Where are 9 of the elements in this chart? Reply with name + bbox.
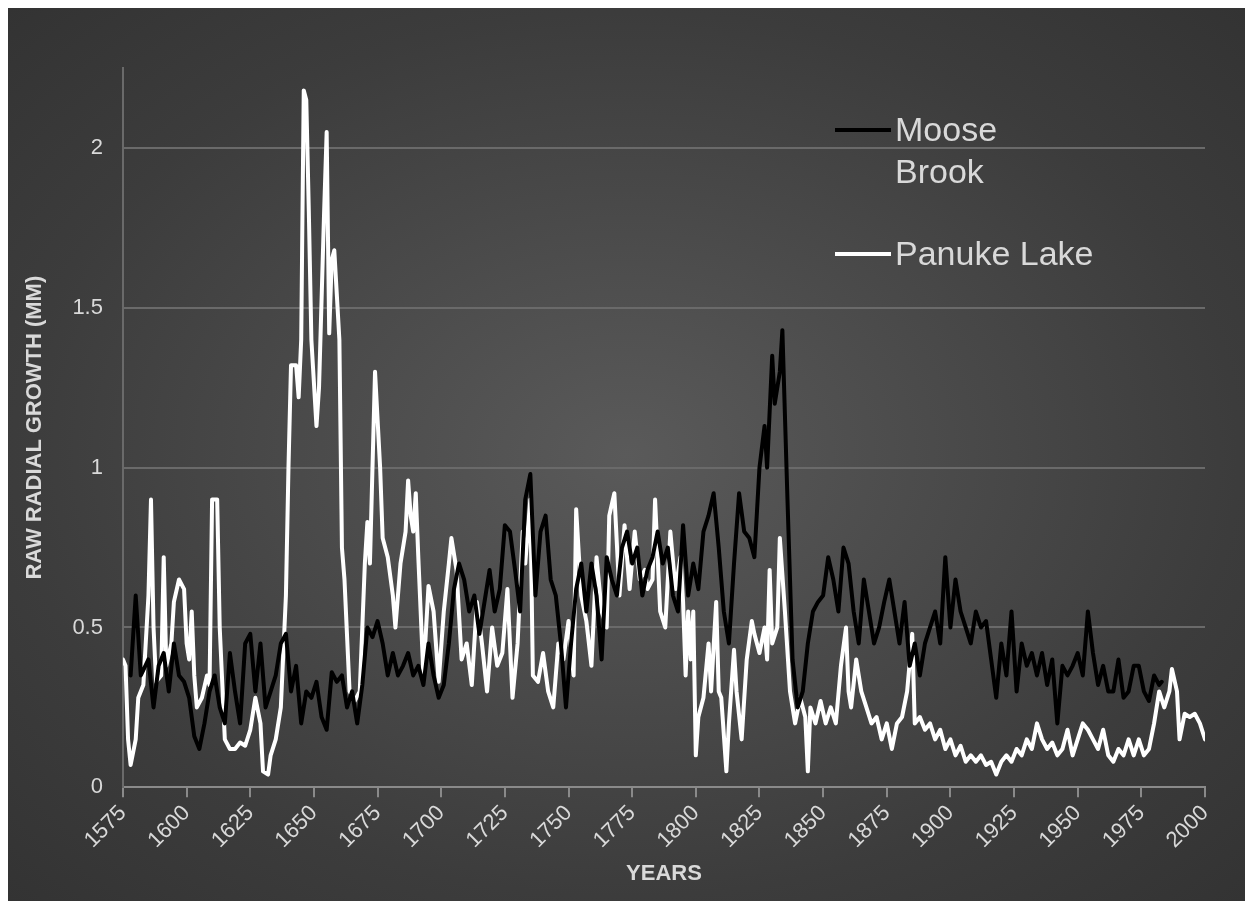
y-tick-label: 1 xyxy=(90,453,103,479)
legend-label: Panuke Lake xyxy=(895,233,1095,274)
y-tick-label: 0 xyxy=(90,773,103,799)
y-axis-title: RAW RADIAL GROWTH (MM) xyxy=(21,275,47,580)
y-tick-label: 1.5 xyxy=(72,293,103,319)
y-tick-label: 2 xyxy=(90,133,103,159)
y-tick-label: 0.5 xyxy=(72,613,103,639)
x-axis-title: YEARS xyxy=(626,859,702,885)
legend-label: Moose Brook xyxy=(895,109,999,192)
